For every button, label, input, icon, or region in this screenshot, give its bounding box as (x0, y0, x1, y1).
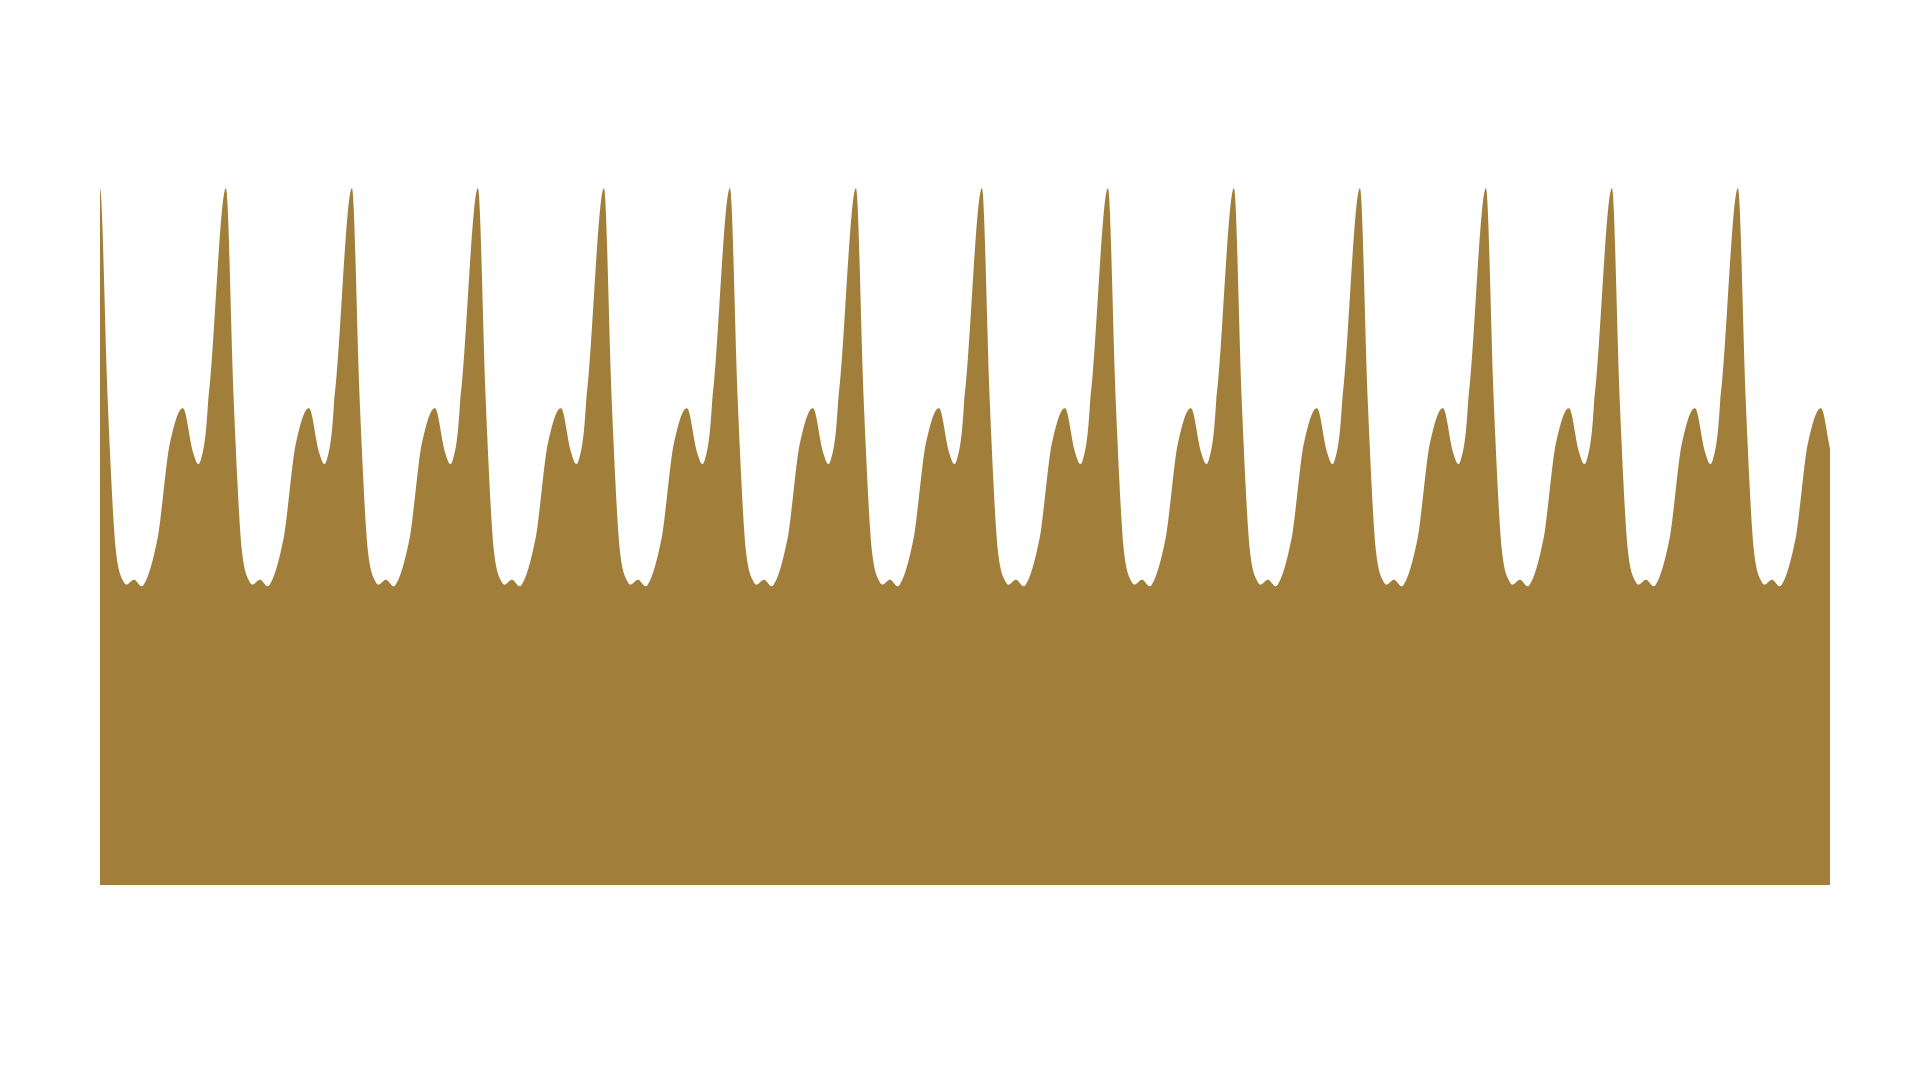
area-series (100, 188, 1830, 885)
